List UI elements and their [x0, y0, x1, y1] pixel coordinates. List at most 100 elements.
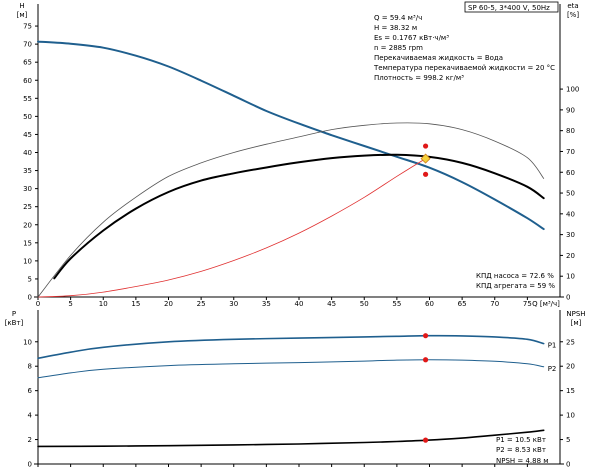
- x-tick-label: 50: [360, 300, 369, 308]
- y-left-tick-label: 70: [23, 41, 32, 49]
- x-tick-label: 75: [523, 300, 532, 308]
- x-tick-label: 0: [36, 300, 40, 308]
- y-left-tick-label: 50: [23, 113, 32, 121]
- npsh-tick-label: 15: [566, 387, 575, 395]
- x-tick-label: 65: [458, 300, 467, 308]
- series-label-P1: P1: [548, 342, 557, 350]
- info-line: Температура перекачиваемой жидкости = 20…: [373, 64, 555, 72]
- p-axis-label: P: [12, 310, 16, 318]
- y-right-tick-label: 90: [566, 106, 575, 114]
- system-curve: [37, 158, 426, 298]
- x-tick-label: 25: [197, 300, 206, 308]
- npsh-axis-unit: [м]: [571, 319, 582, 327]
- operating-point-NPSH: [422, 437, 429, 443]
- y-left-axis-label: H: [19, 2, 24, 10]
- operating-point-P2: [422, 357, 429, 363]
- npsh-axis-label: NPSH: [566, 310, 585, 318]
- x-tick-label: 5: [68, 300, 72, 308]
- p-tick-label: 2: [28, 436, 32, 444]
- y-left-tick-label: 40: [23, 149, 32, 157]
- y-left-tick-label: 60: [23, 77, 32, 85]
- y-left-tick-label: 5: [28, 275, 32, 283]
- head-curve: [37, 40, 545, 231]
- eff_pump-curve: [37, 122, 545, 298]
- info-line: КПД агрегата = 59 %: [476, 282, 555, 290]
- y-right-tick-label: 50: [566, 190, 575, 198]
- npsh-tick-label: 25: [566, 338, 575, 346]
- x-tick-label: 35: [262, 300, 271, 308]
- x-tick-label: 45: [327, 300, 336, 308]
- info-line: P2 = 8.53 кВт: [496, 446, 546, 454]
- p-axis-unit: [кВт]: [5, 319, 24, 327]
- NPSH-curve: [37, 429, 545, 448]
- p-tick-label: 8: [28, 363, 32, 371]
- x-tick-label: 10: [99, 300, 108, 308]
- y-left-tick-label: 75: [23, 23, 32, 31]
- y-right-axis-unit: [%]: [567, 11, 579, 19]
- npsh-tick-label: 20: [566, 363, 575, 371]
- y-left-tick-label: 35: [23, 167, 32, 175]
- operating-point-head: [420, 153, 431, 164]
- y-left-tick-label: 10: [23, 257, 32, 265]
- y-right-tick-label: 70: [566, 148, 575, 156]
- series-label-P2: P2: [548, 365, 557, 373]
- y-right-tick-label: 100: [566, 86, 579, 94]
- x-tick-label: 20: [164, 300, 173, 308]
- x-tick-label: 60: [425, 300, 434, 308]
- npsh-tick-label: 0: [566, 461, 570, 469]
- x-tick-label: 55: [392, 300, 401, 308]
- y-left-tick-label: 15: [23, 239, 32, 247]
- info-line: H = 38.32 м: [374, 24, 417, 32]
- info-eff-block: КПД насоса = 72.6 % КПД агрегата = 59 %: [476, 272, 555, 290]
- p-tick-label: 6: [28, 387, 33, 395]
- top-panel: 0510152025303540455055606570750102030405…: [17, 2, 580, 308]
- P1-curve: [37, 334, 545, 360]
- y-left-tick-label: 30: [23, 185, 32, 193]
- model-label: SP 60-5, 3*400 V, 50Hz: [468, 4, 550, 12]
- operating-point-total-eff: [422, 171, 429, 177]
- npsh-tick-label: 10: [566, 412, 575, 420]
- y-left-tick-label: 25: [23, 203, 32, 211]
- info-line: Q = 59.4 м³/ч: [374, 14, 422, 22]
- operating-points-layer: [420, 143, 431, 443]
- y-right-tick-label: 60: [566, 169, 575, 177]
- model-box: [464, 1, 559, 13]
- y-right-tick-label: 80: [566, 127, 575, 135]
- info-line: NPSH = 4.88 м: [496, 457, 549, 465]
- y-right-tick-label: 30: [566, 231, 575, 239]
- info-line: Es = 0.1767 кВт·ч/м³: [374, 34, 449, 42]
- info-top-block: Q = 59.4 м³/ч H = 38.32 м Es = 0.1767 кВ…: [373, 14, 555, 82]
- x-axis-label: Q [м³/ч]: [532, 300, 560, 308]
- p-tick-label: 0: [28, 461, 32, 469]
- y-right-axis-label: eta: [567, 2, 578, 10]
- y-left-tick-label: 45: [23, 131, 32, 139]
- p-tick-label: 4: [28, 412, 33, 420]
- bottom-panel: 0 2 4 6 8 10 0 5 10 15 20 25 P[кВт] NPSH[м]: [5, 310, 586, 469]
- y-left-tick-label: 20: [23, 221, 32, 229]
- info-line: КПД насоса = 72.6 %: [476, 272, 554, 280]
- operating-point-P1: [422, 333, 429, 339]
- info-line: Перекачиваемая жидкость = Вода: [374, 54, 503, 62]
- x-tick-label: 40: [295, 300, 304, 308]
- x-tick-label: 15: [131, 300, 140, 308]
- info-line: P1 = 10.5 кВт: [496, 436, 546, 444]
- series-layer: P1 P2: [37, 40, 557, 448]
- operating-point-pump-eff: [422, 143, 429, 149]
- y-left-tick-label: 65: [23, 59, 32, 67]
- p-tick-label: 10: [23, 338, 32, 346]
- info-line: n = 2885 rpm: [374, 44, 423, 52]
- eff_total-curve: [53, 153, 545, 280]
- y-right-tick-label: 40: [566, 210, 575, 218]
- y-left-axis-unit: [м]: [17, 11, 28, 19]
- y-right-tick-label: 20: [566, 252, 575, 260]
- y-right-tick-label: 10: [566, 273, 575, 281]
- info-line: Плотность = 998.2 кг/м³: [374, 74, 464, 82]
- info-power-block: P1 = 10.5 кВт P2 = 8.53 кВт NPSH = 4.88 …: [496, 436, 549, 465]
- x-tick-label: 70: [490, 300, 499, 308]
- y-left-tick-label: 55: [23, 95, 32, 103]
- x-tick-label: 30: [229, 300, 238, 308]
- y-right-tick-label: 0: [566, 294, 570, 302]
- P2-curve: [37, 359, 545, 379]
- y-left-tick-label: 0: [28, 294, 32, 302]
